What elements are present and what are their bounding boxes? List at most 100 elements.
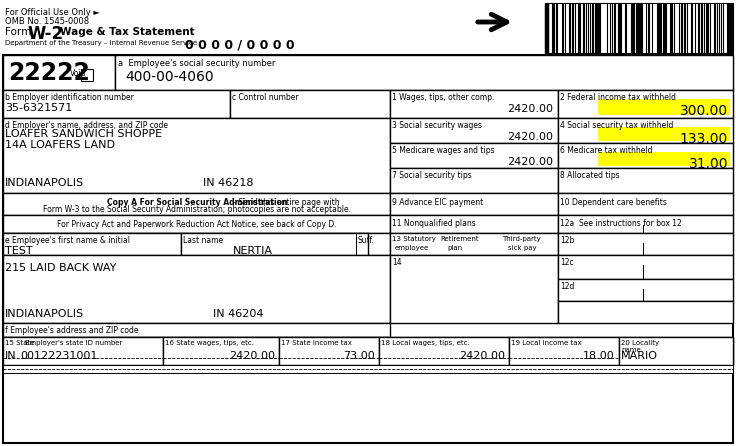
Text: 215 LAID BACK WAY: 215 LAID BACK WAY	[5, 263, 116, 273]
Bar	[598, 127, 730, 141]
Text: 73.00: 73.00	[343, 351, 375, 361]
Text: W-2: W-2	[28, 25, 64, 43]
Text: TEST: TEST	[5, 246, 32, 256]
Bar	[619, 337, 733, 365]
Text: LOAFER SANDWICH SHOPPE: LOAFER SANDWICH SHOPPE	[5, 129, 162, 139]
Text: IN 46204: IN 46204	[213, 309, 263, 319]
Bar	[3, 323, 390, 337]
Bar	[379, 337, 509, 365]
Bar	[558, 90, 733, 118]
Bar	[558, 193, 733, 215]
Bar	[3, 193, 390, 215]
Text: 12d: 12d	[560, 282, 574, 291]
Text: 14A LOAFERS LAND: 14A LOAFERS LAND	[5, 140, 115, 150]
Text: 00122231001: 00122231001	[20, 351, 97, 361]
Text: 2420.00: 2420.00	[229, 351, 275, 361]
Text: 13 Statutory: 13 Statutory	[392, 236, 436, 242]
Text: 4 Social security tax withheld: 4 Social security tax withheld	[560, 121, 673, 130]
Bar	[390, 255, 558, 323]
Text: 17 State income tax: 17 State income tax	[281, 340, 352, 346]
Text: 18 Local wages, tips, etc.: 18 Local wages, tips, etc.	[381, 340, 470, 346]
Text: NERTIA: NERTIA	[233, 246, 273, 256]
Text: 2420.00: 2420.00	[507, 132, 553, 142]
Bar	[390, 168, 558, 193]
Bar	[558, 215, 733, 233]
Bar	[3, 233, 181, 255]
Text: 1 Wages, tips, other comp.: 1 Wages, tips, other comp.	[392, 93, 495, 102]
Text: 2420.00: 2420.00	[507, 157, 553, 167]
Bar	[390, 90, 558, 118]
Text: For Privacy Act and Paperwork Reduction Act Notice, see back of Copy D.: For Privacy Act and Paperwork Reduction …	[57, 220, 337, 229]
Text: 2420.00: 2420.00	[459, 351, 505, 361]
Bar	[558, 118, 733, 143]
Bar	[181, 233, 368, 255]
Bar	[390, 143, 558, 168]
Text: 31.00: 31.00	[688, 157, 728, 171]
Bar	[279, 337, 379, 365]
Bar	[3, 255, 390, 323]
Text: 5 Medicare wages and tips: 5 Medicare wages and tips	[392, 146, 495, 155]
Text: Employer's state ID number: Employer's state ID number	[25, 340, 122, 346]
Bar	[390, 118, 558, 143]
Text: OMB No. 1545-0008: OMB No. 1545-0008	[5, 17, 89, 26]
Text: 9 Advance EIC payment: 9 Advance EIC payment	[392, 198, 484, 207]
Bar	[598, 99, 730, 115]
Bar	[3, 337, 733, 365]
Text: 15 State: 15 State	[5, 340, 35, 346]
Text: 7 Social security tips: 7 Social security tips	[392, 171, 472, 180]
Text: 20 Locality
name: 20 Locality name	[621, 340, 659, 353]
Bar	[3, 233, 390, 255]
Text: 19 Local income tax: 19 Local income tax	[511, 340, 581, 346]
Text: Suff.: Suff.	[358, 236, 375, 245]
Text: IN: IN	[5, 351, 17, 361]
Bar	[390, 193, 558, 215]
Bar	[509, 337, 619, 365]
Bar	[3, 55, 115, 90]
Text: 10 Dependent care benefits: 10 Dependent care benefits	[560, 198, 667, 207]
Bar	[115, 55, 733, 90]
Text: Void: Void	[70, 69, 86, 78]
Text: 16 State wages, tips, etc.: 16 State wages, tips, etc.	[165, 340, 254, 346]
Text: - Send this entire page with: - Send this entire page with	[230, 198, 339, 207]
Text: a  Employee's social security number: a Employee's social security number	[118, 59, 275, 68]
Bar	[390, 215, 558, 233]
Bar	[558, 255, 733, 279]
Text: 133.00: 133.00	[680, 132, 728, 146]
Bar	[545, 3, 733, 53]
Text: 35-6321571: 35-6321571	[5, 103, 72, 113]
Bar	[163, 337, 279, 365]
Text: Form: Form	[5, 27, 35, 37]
Bar	[598, 152, 730, 166]
Text: 12b: 12b	[560, 236, 574, 245]
Text: 14: 14	[392, 258, 402, 267]
Text: e Employee's first name & initial: e Employee's first name & initial	[5, 236, 130, 245]
Bar	[3, 118, 390, 193]
Text: 2420.00: 2420.00	[507, 104, 553, 114]
Bar	[81, 69, 93, 81]
Bar	[558, 143, 733, 168]
Text: 8 Allocated tips: 8 Allocated tips	[560, 171, 620, 180]
Text: d Employer's name, address, and ZIP code: d Employer's name, address, and ZIP code	[5, 121, 168, 130]
Text: 12a  See instructions for box 12: 12a See instructions for box 12	[560, 219, 682, 228]
Bar	[558, 279, 733, 301]
Text: MARIO: MARIO	[621, 351, 658, 361]
Text: 300.00: 300.00	[680, 104, 728, 118]
Text: Copy A For Social Security Administration: Copy A For Social Security Administratio…	[107, 198, 287, 207]
Text: 3 Social security wages: 3 Social security wages	[392, 121, 482, 130]
Text: 18.00: 18.00	[583, 351, 615, 361]
Text: Retirement: Retirement	[440, 236, 478, 242]
Bar	[3, 337, 163, 365]
Bar	[230, 90, 390, 118]
Text: 12c: 12c	[560, 258, 573, 267]
Text: 0 0 0 0 / 0 0 0 0: 0 0 0 0 / 0 0 0 0	[185, 39, 294, 52]
Text: plan: plan	[447, 245, 462, 251]
Bar	[3, 90, 230, 118]
Bar	[558, 168, 733, 193]
Text: Last name: Last name	[183, 236, 223, 245]
Text: INDIANAPOLIS: INDIANAPOLIS	[5, 178, 84, 188]
Text: Form W-3 to the Social Security Administration; photocopies are not acceptable.: Form W-3 to the Social Security Administ…	[43, 205, 351, 214]
Text: Third-party: Third-party	[502, 236, 541, 242]
Bar	[3, 365, 733, 373]
Text: sick pay: sick pay	[508, 245, 537, 251]
Text: b Employer identification number: b Employer identification number	[5, 93, 134, 102]
